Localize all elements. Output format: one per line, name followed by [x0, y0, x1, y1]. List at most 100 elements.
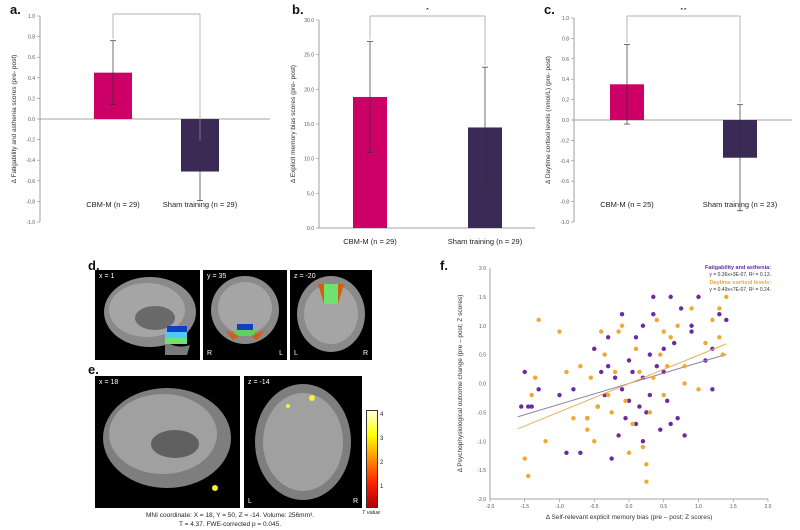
x-tick-label: 0.5 [660, 504, 667, 510]
point-cortisol [717, 306, 722, 311]
point-cortisol [637, 369, 642, 375]
point-cortisol [532, 375, 538, 380]
point-fatigue [668, 421, 673, 427]
y-tick-label: 1.5 [479, 295, 486, 301]
point-fatigue [557, 392, 562, 398]
y-tick-label: 25.0 [304, 53, 314, 59]
point-cortisol [526, 473, 531, 479]
y-tick-label: -0.2 [560, 138, 569, 144]
point-fatigue [529, 404, 534, 409]
point-cortisol [529, 392, 534, 398]
point-fatigue [689, 329, 694, 334]
y-tick-label: -0.8 [26, 199, 35, 205]
brain-axial-d: z = -20 L R [290, 270, 372, 360]
category-label: CBM-M (n = 29) [86, 200, 140, 209]
brain-caption-line1: MNI coordinate: X = 18, Y = 50, Z = -14.… [146, 512, 314, 519]
point-cortisol [557, 329, 562, 334]
category-label: CBM-M (n = 29) [343, 237, 397, 246]
y-axis-label: Δ Psychophysiological outcome change (pr… [457, 295, 464, 473]
y-axis-label: Δ Fatigability and asthenia scores (pre-… [11, 55, 18, 184]
y-tick-label: -0.4 [26, 158, 35, 164]
point-cortisol [651, 375, 656, 380]
point-fatigue [536, 387, 541, 392]
point-cortisol [689, 306, 694, 311]
point-cortisol [619, 323, 625, 328]
point-cortisol [588, 375, 593, 380]
y-tick-label: 0.0 [28, 117, 35, 123]
y-tick-label: 0.4 [562, 77, 569, 83]
point-fatigue [592, 346, 597, 352]
point-cortisol [682, 363, 687, 369]
brain-e-orient-left: L [248, 498, 252, 505]
brain-sagittal-e: x = 18 [95, 376, 240, 508]
x-tick-label: -1.0 [555, 504, 564, 510]
y-tick-label: 0.2 [28, 96, 35, 102]
point-fatigue [644, 410, 649, 415]
point-fatigue [640, 323, 646, 328]
brain-coronal-d-image [211, 276, 279, 344]
y-tick-label: 10.0 [304, 157, 314, 163]
y-tick-label: -1.5 [477, 468, 486, 474]
point-cortisol [668, 335, 673, 340]
point-fatigue [623, 415, 628, 421]
point-cortisol [640, 444, 646, 450]
y-tick-label: -0.8 [560, 200, 569, 206]
point-cortisol [522, 456, 527, 461]
y-tick-label: 15.0 [304, 122, 314, 128]
brain-axial-e: z = -14 L R [244, 376, 362, 508]
y-tick-label: 0.4 [28, 76, 35, 82]
point-fatigue [605, 335, 611, 340]
point-cortisol [592, 439, 597, 444]
point-fatigue [640, 439, 646, 444]
y-axis-label: Δ Explicit memory bias scores (pre- post… [290, 65, 297, 183]
legend-name: Daytime cortisol levels: [710, 280, 772, 286]
point-cortisol [595, 404, 600, 409]
point-cortisol [661, 329, 666, 334]
panel-letter-b: b. [292, 2, 304, 17]
colorbar-label: T value [362, 510, 381, 516]
point-fatigue [564, 450, 569, 455]
y-tick-label: 0.5 [479, 353, 486, 359]
brain-d-y-label: y = 35 [207, 273, 227, 280]
point-fatigue [668, 294, 673, 300]
y-tick-label: 0.8 [562, 36, 569, 42]
y-tick-label: 1.0 [479, 324, 486, 330]
y-tick-label: -0.6 [560, 179, 569, 185]
point-fatigue [651, 312, 656, 317]
y-tick-label: 5.0 [307, 191, 314, 197]
brain-e-x-label: x = 18 [99, 379, 119, 386]
point-cortisol [571, 415, 576, 421]
chart-a: 1.0 0.8 0.6 0.4 0.2 0.0 -0.2 -0.4 -0.6 -0.8 -1.0 CB… [11, 8, 270, 226]
point-cortisol [585, 415, 590, 421]
point-fatigue [651, 294, 656, 300]
point-fatigue [633, 421, 639, 427]
point-cortisol [658, 352, 663, 357]
point-cortisol [623, 398, 628, 404]
point-fatigue [630, 369, 635, 375]
point-fatigue [526, 404, 531, 409]
category-label: CBM-M (n = 25) [600, 200, 654, 209]
y-tick-label: -0.5 [477, 410, 486, 416]
x-tick-label: 2.0 [765, 504, 772, 510]
category-label: Sham training (n = 29) [163, 200, 238, 209]
brain-d-y-orient-right: L [279, 350, 283, 357]
point-cortisol [661, 392, 666, 398]
colorbar-tick-3: 3 [380, 436, 384, 442]
x-tick-label: -1.5 [520, 504, 529, 510]
significance-marker: * [155, 8, 159, 13]
point-cortisol [536, 317, 541, 323]
point-cortisol [630, 421, 635, 427]
brain-caption: MNI coordinate: X = 18, Y = 50, Z = -14.… [95, 511, 365, 529]
y-tick-label: 1.0 [28, 14, 35, 20]
x-tick-label: 0.0 [626, 504, 633, 510]
trendline-cortisol [517, 343, 727, 430]
brain-coronal-d: y = 35 R L [203, 270, 287, 360]
point-fatigue [665, 398, 670, 404]
point-fatigue [605, 363, 611, 369]
brain-caption-line2: T = 4.37. FWE-corrected p = 0.045. [178, 521, 282, 528]
category-label: Sham training (n = 29) [448, 237, 523, 246]
point-fatigue [696, 294, 701, 300]
point-cortisol [724, 294, 729, 300]
y-tick-label: -1.0 [26, 220, 35, 226]
point-cortisol [543, 439, 548, 444]
